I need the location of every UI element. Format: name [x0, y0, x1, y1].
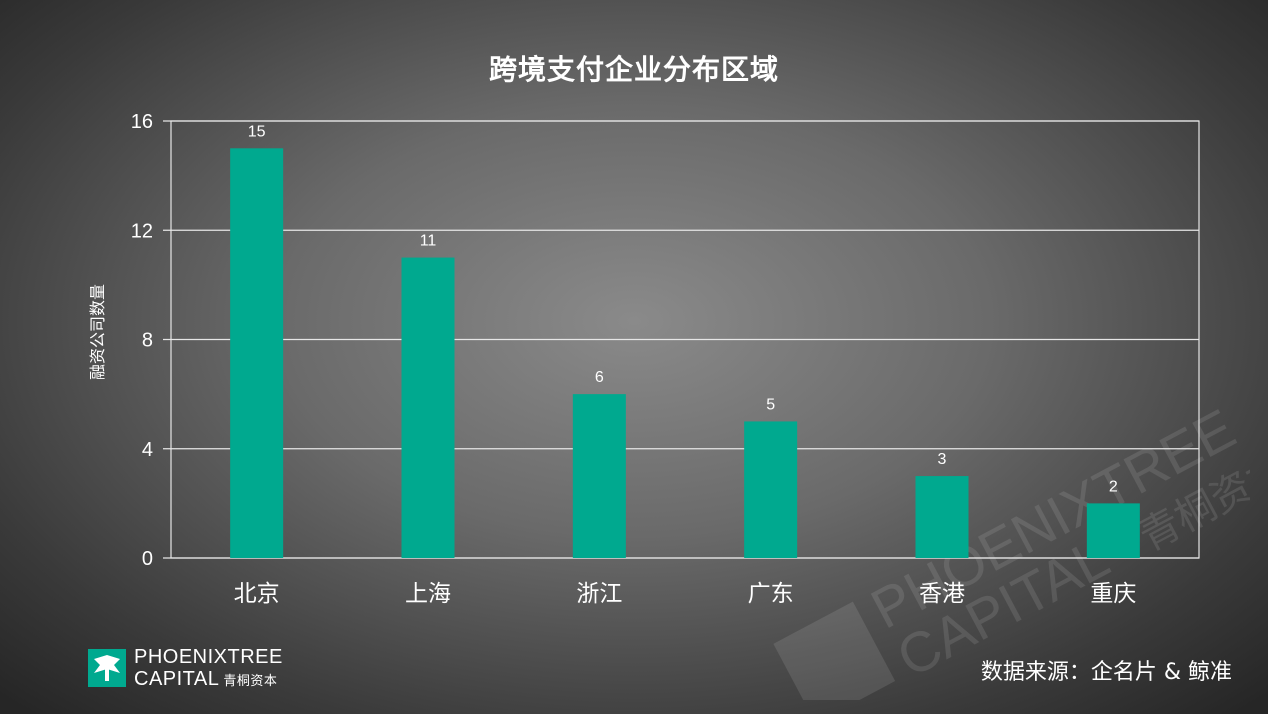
phoenixtree-logo-icon	[88, 649, 126, 687]
watermark-mark-icon	[773, 601, 896, 700]
phoenixtree-logo: PHOENIXTREE CAPITAL 青桐资本	[88, 646, 283, 690]
data-label: 6	[595, 369, 604, 386]
y-tick-label: 4	[142, 439, 153, 461]
x-tick-label: 重庆	[1090, 581, 1136, 607]
data-label: 15	[248, 123, 266, 140]
data-label: 2	[1109, 478, 1118, 495]
logo-line2-wrap: CAPITAL 青桐资本	[134, 669, 283, 689]
y-tick-label: 8	[142, 330, 153, 352]
bar	[915, 476, 969, 558]
x-tick-label: 香港	[919, 581, 965, 607]
bar	[1086, 503, 1140, 558]
data-source: 数据来源：企名片 & 鲸准	[980, 660, 1232, 685]
logo-line2: CAPITAL	[134, 668, 220, 690]
data-label: 5	[766, 396, 775, 413]
bar	[230, 148, 284, 558]
y-tick-label: 0	[142, 548, 153, 570]
x-tick-label: 浙江	[576, 581, 622, 607]
logo-cn: 青桐资本	[223, 673, 278, 688]
bar	[401, 257, 455, 558]
bar	[744, 421, 798, 558]
x-tick-label: 北京	[234, 581, 280, 607]
y-tick-label: 12	[131, 220, 153, 242]
chart-title: 跨境支付企业分布区域	[488, 53, 779, 86]
data-label: 3	[938, 451, 947, 468]
x-tick-label: 广东	[748, 581, 794, 607]
logo-line1: PHOENIXTREE	[134, 646, 283, 668]
x-tick-label: 上海	[405, 581, 451, 607]
y-tick-label: 16	[131, 111, 153, 133]
data-label: 11	[420, 233, 437, 250]
bar	[572, 394, 626, 558]
